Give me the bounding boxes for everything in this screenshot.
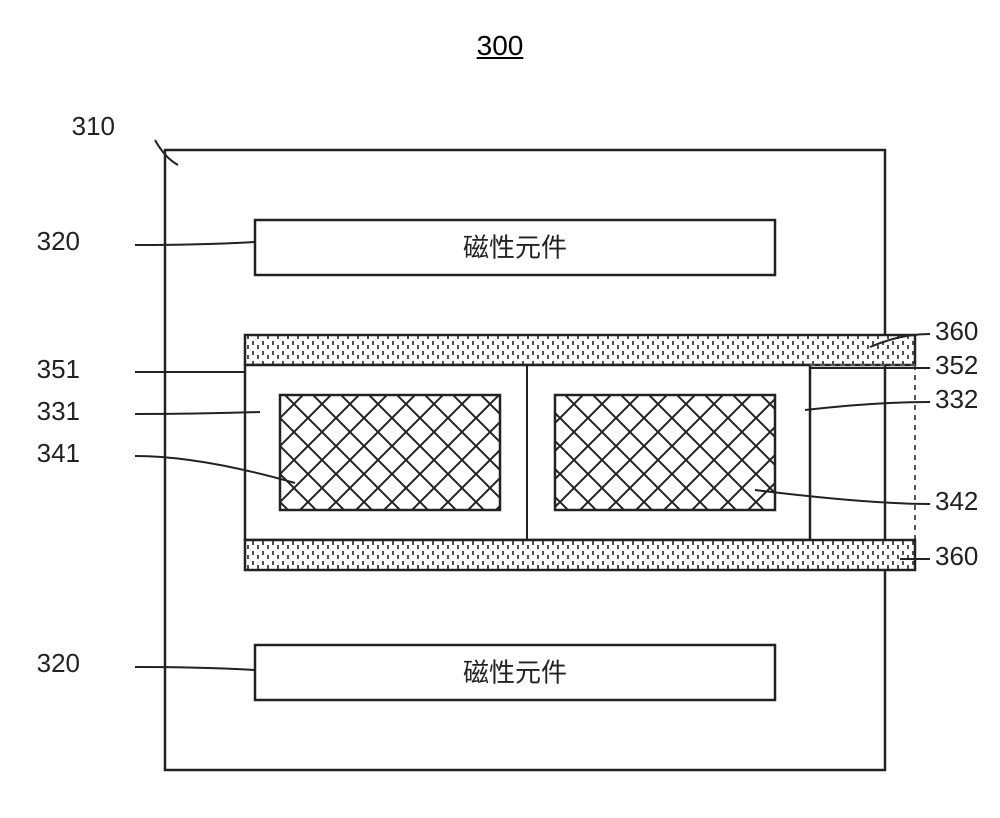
strip-360-bot — [245, 540, 915, 570]
magnet-top-label: 磁性元件 — [463, 232, 567, 262]
inner-341 — [280, 395, 500, 510]
label-342-l342: 342 — [935, 486, 978, 516]
diagram-container: 磁性元件 磁性元件 310 320 320 351 331 341 360 352 332 342… — [0, 110, 1000, 790]
label-351-l351: 351 — [37, 354, 80, 384]
label-360-l360a: 360 — [935, 316, 978, 346]
inner-342 — [555, 395, 775, 510]
label-331-l331: 331 — [37, 396, 80, 426]
magnet-bot-label: 磁性元件 — [463, 657, 567, 687]
label-310-l310: 310 — [72, 111, 115, 141]
label-341-l341: 341 — [37, 438, 80, 468]
figure-svg: 磁性元件 磁性元件 310 320 320 351 331 341 360 352 332 342… — [0, 110, 1000, 790]
label-352-l352: 352 — [935, 350, 978, 380]
label-320-l320a: 320 — [37, 226, 80, 256]
label-320-l320b: 320 — [37, 648, 80, 678]
figure-title: 300 — [477, 30, 524, 62]
label-332-l332: 332 — [935, 384, 978, 414]
label-360-l360b: 360 — [935, 541, 978, 571]
strip-360-top — [245, 335, 915, 365]
